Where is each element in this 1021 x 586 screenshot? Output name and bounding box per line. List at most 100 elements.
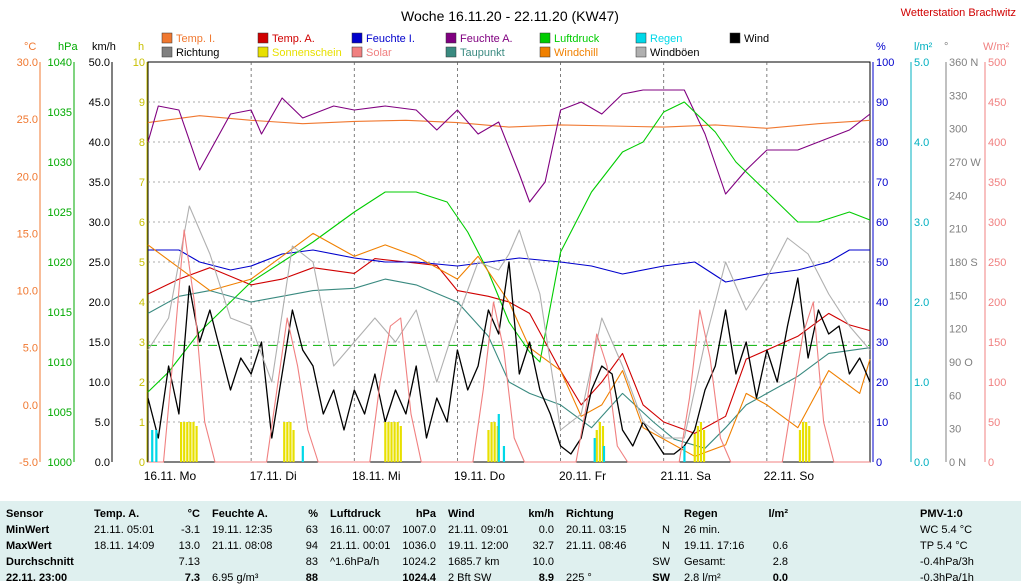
stats-row-label: MinWert — [6, 524, 50, 536]
axes: 16.11. Mo 17.11. Di 18.11. Mi 19.11. Do 20.1… — [17, 41, 1010, 483]
solar-tick-label: 150 — [988, 337, 1006, 349]
direction-tick-label: 0 N — [949, 457, 966, 469]
temp-tick-label: 20.0 — [17, 171, 38, 183]
bar-Sonnenschein — [189, 422, 192, 462]
legend-label: Solar — [366, 47, 392, 59]
legend-label: Temp. A. — [272, 33, 315, 45]
bar-Sonnenschein — [490, 422, 493, 462]
series-line-Feuchte A. — [147, 89, 871, 203]
legend-swatch — [351, 46, 363, 58]
stats-cell-value: SW — [652, 572, 670, 584]
x-tick-label: 17.11. Di — [250, 469, 297, 483]
legend-label: Windchill — [554, 47, 598, 59]
humidity-tick-label: 90 — [876, 97, 888, 109]
humidity-tick-label: 40 — [876, 297, 888, 309]
rain-tick-label: 1.0 — [914, 377, 929, 389]
legend-label: Sonnenschein — [272, 47, 342, 59]
direction-tick-label: 270 W — [949, 157, 981, 169]
legend-label: Windböen — [650, 47, 700, 59]
series-line-Solar — [148, 229, 870, 463]
sun-tick-label: 2 — [139, 377, 145, 389]
legend-label: Taupunkt — [460, 47, 505, 59]
legend-swatch — [539, 32, 551, 44]
stats-cell-value: 1024.2 — [402, 556, 436, 568]
stats-cell-value: 83 — [305, 556, 318, 568]
humidity-tick-label: 30 — [876, 337, 888, 349]
stats-cell-time: 19.11. 17:16 — [684, 540, 745, 552]
legend-label: Wind — [744, 33, 769, 45]
stats-cell-time: 18.11. 14:09 — [94, 540, 155, 552]
solar-tick-label: 500 — [988, 57, 1006, 69]
direction-tick-label: 30 — [949, 424, 961, 436]
stats-cell-value: 1024.4 — [402, 572, 436, 584]
bar-Sonnenschein — [598, 422, 601, 462]
stats-pmv-value: -0.3hPa/1h — [920, 572, 974, 584]
stats-cell-time: 19.11. 12:35 — [212, 524, 273, 536]
legend-swatch — [635, 32, 647, 44]
stats-cell-value: 1036.0 — [402, 540, 436, 552]
series-line-Feuchte I. — [148, 249, 870, 283]
bar-Sonnenschein — [702, 430, 706, 462]
bar-Sonnenschein — [286, 422, 289, 462]
x-tick-label: 16.11. Mo — [144, 469, 197, 483]
plot-area — [147, 89, 871, 463]
bar-Sonnenschein — [192, 422, 195, 462]
stats-cell-value: 94 — [305, 540, 318, 552]
pressure-axis-unit: hPa — [58, 41, 78, 53]
legend-label: Feuchte I. — [366, 33, 415, 45]
stats-pmv-value: -0.4hPa/3h — [920, 556, 974, 568]
temp-tick-label: 10.0 — [17, 286, 38, 298]
stats-cell-value: 0.0 — [772, 572, 788, 584]
x-tick-label: 19.11. Do — [454, 469, 505, 483]
bar-Sonnenschein — [195, 426, 198, 462]
stats-cell-value: 7.13 — [178, 556, 200, 568]
stats-col-header: Luftdruck — [330, 508, 381, 520]
bar-Sonnenschein — [601, 426, 605, 462]
wind-tick-label: 40.0 — [89, 137, 110, 149]
humidity-tick-label: 80 — [876, 137, 888, 149]
stats-col-header: Wind — [448, 508, 475, 520]
series-line-Temp. A. — [147, 258, 871, 434]
sun-tick-label: 6 — [139, 217, 145, 229]
pressure-tick-label: 1025 — [48, 207, 72, 219]
legend-swatch — [445, 46, 457, 58]
pressure-tick-label: 1035 — [48, 107, 72, 119]
stats-col-unit: % — [308, 508, 318, 520]
direction-tick-label: 60 — [949, 390, 961, 402]
direction-tick-label: 240 — [949, 190, 967, 202]
bar-Sonnenschein — [183, 422, 186, 462]
bar-Regen — [497, 414, 500, 462]
stats-col-unit: °C — [187, 508, 200, 520]
stats-pmv-value: TP 5.4 °C — [920, 540, 968, 552]
sun-tick-label: 7 — [139, 177, 145, 189]
temp-tick-label: 30.0 — [17, 57, 38, 69]
bar-Sonnenschein — [292, 430, 295, 462]
stats-row-label: Durchschnitt — [6, 556, 74, 568]
stats-cell-value: 8.9 — [538, 572, 554, 584]
stats-col-unit: km/h — [528, 508, 554, 520]
solar-tick-label: 350 — [988, 177, 1006, 189]
humidity-tick-label: 20 — [876, 377, 888, 389]
x-tick-label: 22.11. So — [764, 469, 815, 483]
pressure-tick-label: 1040 — [48, 57, 72, 69]
bar-Sonnenschein — [699, 422, 703, 462]
series-line-Wind — [147, 261, 871, 455]
legend-label: Temp. I. — [176, 33, 215, 45]
bar-Sonnenschein — [801, 422, 805, 462]
direction-tick-label: 210 — [949, 224, 967, 236]
temp-tick-label: 15.0 — [17, 228, 38, 240]
bar-Sonnenschein — [399, 426, 402, 462]
bar-Sonnenschein — [186, 422, 189, 462]
stats-col-unit: hPa — [415, 508, 436, 520]
sun-tick-label: 10 — [133, 57, 145, 69]
solar-axis-unit: W/m² — [983, 41, 1010, 53]
bar-Sonnenschein — [808, 426, 811, 462]
series-line-Luftdruck — [147, 101, 871, 393]
stats-col-header: Temp. A. — [94, 508, 140, 520]
solar-tick-label: 50 — [988, 417, 1000, 429]
wind-axis-unit: km/h — [92, 41, 116, 53]
stats-cell-value: 10.0 — [532, 556, 554, 568]
stats-row-label: MaxWert — [6, 540, 52, 552]
sun-tick-label: 3 — [139, 337, 145, 349]
wind-tick-label: 45.0 — [89, 97, 110, 109]
